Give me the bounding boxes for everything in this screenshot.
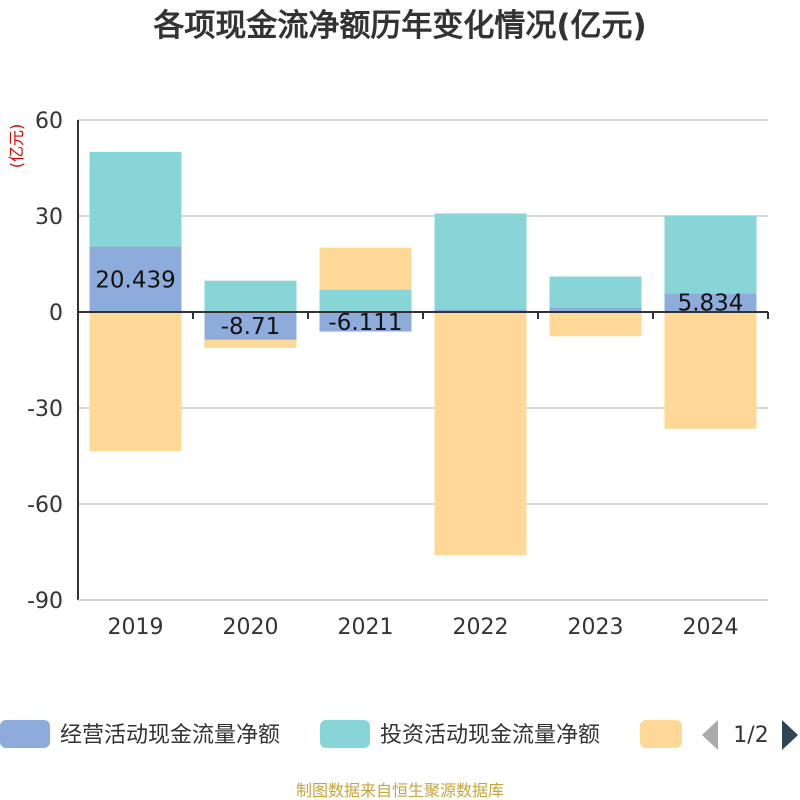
bar-label-2019: 20.439 [95, 267, 175, 293]
x-tick-label-2024: 2024 [683, 615, 739, 640]
bar-s3-2020 [204, 339, 297, 348]
bar-s3-2021 [319, 247, 412, 290]
bar-labels: 20.439 -8.71 -6.111 5.834 [95, 267, 743, 340]
bar-s1-2021 [319, 312, 412, 332]
bar-label-2021: -6.111 [328, 310, 402, 336]
bar-s1-2024 [664, 293, 757, 312]
bar-s3-2023 [549, 312, 642, 337]
y-tick-label-60: 60 [35, 109, 63, 134]
legend-next-page-icon[interactable] [782, 720, 798, 750]
y-axis-unit: (亿元) [7, 124, 26, 169]
bar-s2-2021 [319, 289, 412, 312]
bar-s1-2020 [204, 312, 297, 340]
bar-s1-2022 [434, 309, 527, 312]
bars [89, 151, 757, 556]
y-tick-label--90: -90 [27, 589, 63, 614]
legend-prev-page-icon[interactable] [702, 720, 718, 750]
legend-swatch-1[interactable] [0, 720, 50, 748]
bar-s1-2023 [549, 307, 642, 312]
bar-s2-2024 [664, 215, 757, 294]
x-tick-label-2019: 2019 [108, 615, 164, 640]
bar-s3-2024 [664, 312, 757, 429]
legend-label-1[interactable]: 经营活动现金流量净额 [60, 723, 280, 748]
x-tick-label-2021: 2021 [338, 615, 394, 640]
bar-label-2020: -8.71 [221, 314, 281, 340]
legend-label-2[interactable]: 投资活动现金流量净额 [380, 723, 600, 748]
bar-s1-2019 [89, 246, 182, 312]
bar-s2-2020 [204, 280, 297, 312]
data-source: 制图数据来自恒生聚源数据库 [296, 781, 504, 800]
bar-s3-2022 [434, 312, 527, 556]
y-tick-label--30: -30 [27, 397, 63, 422]
x-tick-label-2023: 2023 [568, 615, 624, 640]
axes: 60 30 0 -30 -60 -90 2019 2020 2021 2022 2023 2024 [27, 109, 769, 640]
chart-title: 各项现金流净额历年变化情况(亿元) [152, 8, 646, 44]
x-tick-label-2020: 2020 [223, 615, 279, 640]
y-tick-label--60: -60 [27, 493, 63, 518]
legend-swatch-2[interactable] [320, 720, 370, 748]
bar-s2-2019 [89, 151, 182, 247]
y-tick-label-0: 0 [49, 301, 63, 326]
bar-s2-2023 [549, 276, 642, 308]
legend-page-indicator: 1/2 [733, 723, 768, 748]
y-tick-label-30: 30 [35, 205, 63, 230]
legend-swatch-3[interactable] [640, 720, 682, 748]
legend: 经营活动现金流量净额 投资活动现金流量净额 1/2 [0, 720, 798, 750]
x-tick-label-2022: 2022 [453, 615, 509, 640]
bar-s3-2019 [89, 312, 182, 452]
bar-label-2024: 5.834 [678, 291, 744, 317]
bar-s2-2022 [434, 213, 527, 310]
